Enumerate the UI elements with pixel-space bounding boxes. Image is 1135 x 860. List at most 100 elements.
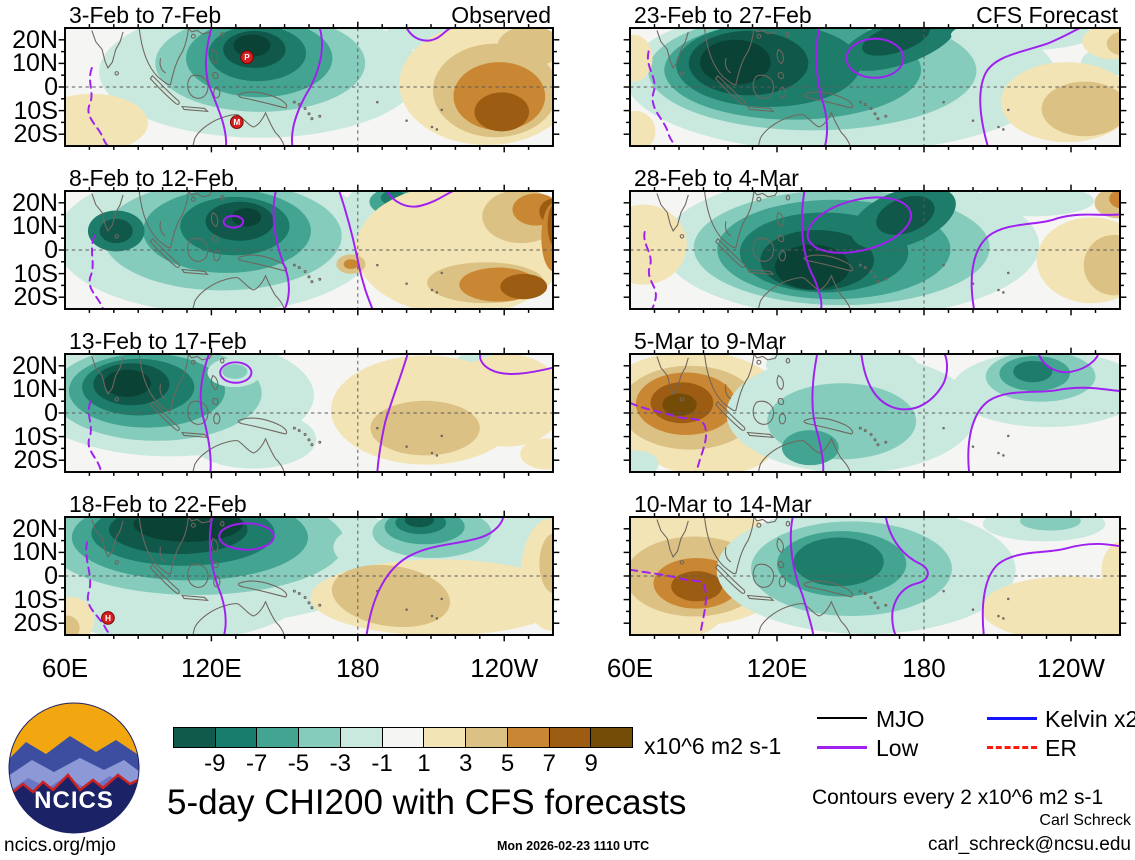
anomaly-shading bbox=[1020, 517, 1081, 531]
legend-line-mjo bbox=[817, 717, 867, 719]
legend-line-kelvin bbox=[987, 717, 1037, 720]
wave-contour bbox=[646, 50, 678, 146]
y-axis-label: 20N bbox=[12, 25, 58, 54]
wave-contour bbox=[979, 28, 1081, 146]
figure-title: 5-day CHI200 with CFS forecasts bbox=[167, 783, 687, 822]
y-axis-label: 10S bbox=[13, 422, 58, 451]
anomaly-shading bbox=[775, 244, 850, 290]
map-panel-forecast-4: 10-Mar to 14-Mar bbox=[623, 492, 1127, 642]
colorbar-segment bbox=[257, 728, 300, 747]
y-axis-label: 10N bbox=[12, 538, 58, 567]
wave-contour bbox=[386, 191, 455, 208]
wave-contour bbox=[981, 542, 1120, 635]
y-axis-label: 0 bbox=[44, 399, 58, 427]
anomaly-shading bbox=[981, 576, 1120, 635]
map-canvas bbox=[623, 510, 1127, 642]
colorbar-segment bbox=[340, 728, 383, 747]
anomaly-shading bbox=[133, 517, 243, 542]
anomaly-shading bbox=[1082, 28, 1120, 60]
y-axis-label: 20S bbox=[13, 283, 58, 312]
map-panel-observed-2: 8-Feb to 12-Feb bbox=[58, 166, 560, 316]
panel-title: 28-Feb to 4-Mar bbox=[634, 165, 799, 191]
wave-contour bbox=[222, 214, 245, 229]
colorbar-tick-label: -7 bbox=[245, 750, 268, 777]
panel-title: 5-Mar to 9-Mar bbox=[634, 328, 787, 354]
panel-annotation: Observed bbox=[451, 2, 551, 28]
colorbar-tick-label: 5 bbox=[500, 750, 515, 777]
y-axis-label: 10S bbox=[13, 585, 58, 614]
colorbar-tick-label: 9 bbox=[584, 750, 598, 777]
wave-contour bbox=[88, 234, 105, 309]
y-axis-label: 20N bbox=[12, 351, 58, 380]
colorbar-tick-label: 7 bbox=[542, 750, 557, 777]
anomaly-shading bbox=[950, 28, 1094, 51]
map-field bbox=[65, 191, 553, 309]
map-canvas bbox=[58, 347, 560, 479]
legend-label-mjo: MJO bbox=[876, 706, 925, 732]
anomaly-shading bbox=[630, 450, 659, 472]
wave-contour bbox=[376, 354, 409, 472]
anomaly-shading bbox=[876, 195, 935, 235]
y-axis-label: 0 bbox=[44, 73, 58, 101]
y-axis-label: 10N bbox=[12, 212, 58, 241]
axis-ticks bbox=[58, 347, 560, 479]
anomaly-shading bbox=[1013, 360, 1053, 383]
anomaly-shading bbox=[500, 273, 548, 300]
wave-contour bbox=[884, 517, 929, 635]
anomaly-shading bbox=[700, 39, 771, 85]
anomaly-shading bbox=[65, 615, 80, 635]
coastlines bbox=[656, 354, 1010, 472]
anomaly-shading bbox=[65, 93, 148, 146]
anomaly-shading bbox=[370, 400, 480, 456]
colorbar-segment bbox=[215, 728, 258, 747]
anomaly-shading bbox=[630, 204, 687, 285]
anomaly-shading bbox=[547, 204, 553, 246]
anomaly-shading bbox=[331, 564, 451, 628]
map-field bbox=[630, 191, 1120, 309]
map-field bbox=[630, 354, 1120, 472]
y-axis-label: 20S bbox=[13, 609, 58, 638]
coastlines bbox=[91, 28, 444, 146]
map-canvas: H bbox=[58, 510, 560, 642]
wave-contour bbox=[479, 354, 553, 375]
coastlines bbox=[91, 517, 444, 635]
y-axis-label: 10N bbox=[12, 375, 58, 404]
wave-contour bbox=[630, 401, 708, 472]
site-url: ncics.org/mjo bbox=[4, 835, 116, 856]
wave-contour bbox=[208, 517, 227, 635]
anomaly-shading bbox=[971, 191, 1095, 217]
map-panel-forecast-2: 28-Feb to 4-Mar bbox=[623, 165, 1127, 316]
contours-note: Contours every 2 x10^6 m2 s-1 bbox=[812, 786, 1104, 809]
colorbar-tick-label: -3 bbox=[329, 750, 351, 777]
axis-ticks bbox=[58, 21, 560, 153]
y-axis-label: 10N bbox=[12, 49, 58, 78]
colorbar-segment bbox=[174, 728, 216, 747]
map-panel-observed-3: 13-Feb to 17-Feb bbox=[58, 329, 560, 479]
colorbar-segment bbox=[549, 728, 592, 747]
wave-contour bbox=[218, 522, 275, 551]
wave-contour bbox=[815, 28, 829, 146]
panel-annotation: CFS Forecast bbox=[976, 2, 1118, 28]
anomaly-shading bbox=[404, 517, 434, 528]
x-axis-label: 180 bbox=[336, 653, 380, 683]
panel-title: 3-Feb to 7-Feb bbox=[69, 2, 222, 28]
colorbar-tick-label: -9 bbox=[204, 750, 226, 777]
anomaly-shading bbox=[1109, 191, 1120, 209]
colorbar-tick-label: 3 bbox=[459, 750, 473, 777]
map-field bbox=[630, 28, 1120, 146]
anomaly-shading bbox=[862, 28, 930, 56]
colorbar bbox=[173, 727, 633, 748]
wave-contour bbox=[630, 568, 707, 635]
wave-contour bbox=[845, 37, 905, 79]
anomaly-shading bbox=[630, 34, 653, 82]
credit-name: Carl Schreck bbox=[1039, 812, 1131, 829]
anomaly-shading bbox=[1101, 541, 1120, 602]
axis-ticks bbox=[58, 184, 560, 316]
y-axis-label: 20S bbox=[13, 446, 58, 475]
colorbar-segment bbox=[382, 728, 425, 747]
wave-contour bbox=[643, 230, 657, 309]
coastlines bbox=[656, 28, 1010, 146]
y-axis-label: 10S bbox=[13, 96, 58, 125]
